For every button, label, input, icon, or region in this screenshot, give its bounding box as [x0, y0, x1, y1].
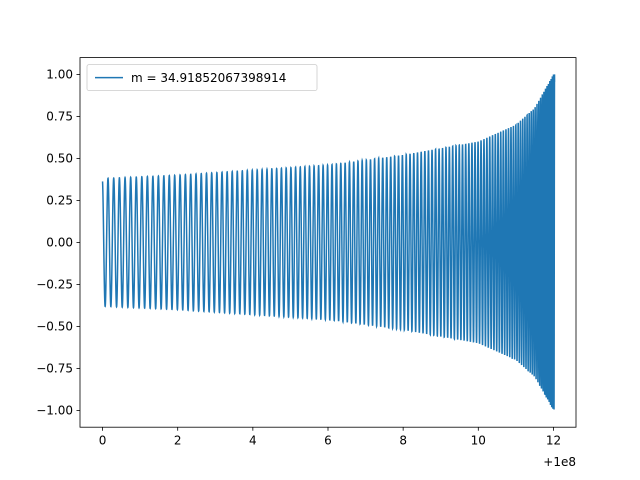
- y-tick-label: 0.50: [46, 152, 73, 166]
- y-tick-label: 0.25: [46, 194, 73, 208]
- y-tick-label: −0.25: [36, 278, 73, 292]
- legend-box: [86, 64, 318, 91]
- x-tick-label: 12: [546, 434, 561, 448]
- y-axis: 1.00 0.75 0.50 0.25 0.00 −0.25 −0.50 −0.75 −1.00: [36, 68, 80, 418]
- y-tick-label: −0.75: [36, 362, 73, 376]
- y-tick-label: −1.00: [36, 404, 73, 418]
- legend-label: m = 34.91852067398914: [131, 71, 286, 85]
- y-tick-label: 0.00: [46, 236, 73, 250]
- x-tick-label: 10: [471, 434, 486, 448]
- y-tick-label: −0.50: [36, 320, 73, 334]
- x-offset-label: +1e8: [543, 455, 576, 469]
- x-axis: 0 2 4 6 8 10 12: [99, 427, 561, 448]
- y-tick-label: 1.00: [46, 68, 73, 82]
- x-tick-label: 2: [174, 434, 182, 448]
- y-tick-label: 0.75: [46, 110, 73, 124]
- plot-content: [101, 74, 556, 410]
- x-tick-label: 6: [324, 434, 332, 448]
- series-line: [101, 74, 556, 410]
- legend: m = 34.91852067398914: [86, 64, 318, 91]
- x-tick-label: 4: [249, 434, 257, 448]
- x-tick-label: 0: [99, 434, 107, 448]
- x-tick-label: 8: [399, 434, 407, 448]
